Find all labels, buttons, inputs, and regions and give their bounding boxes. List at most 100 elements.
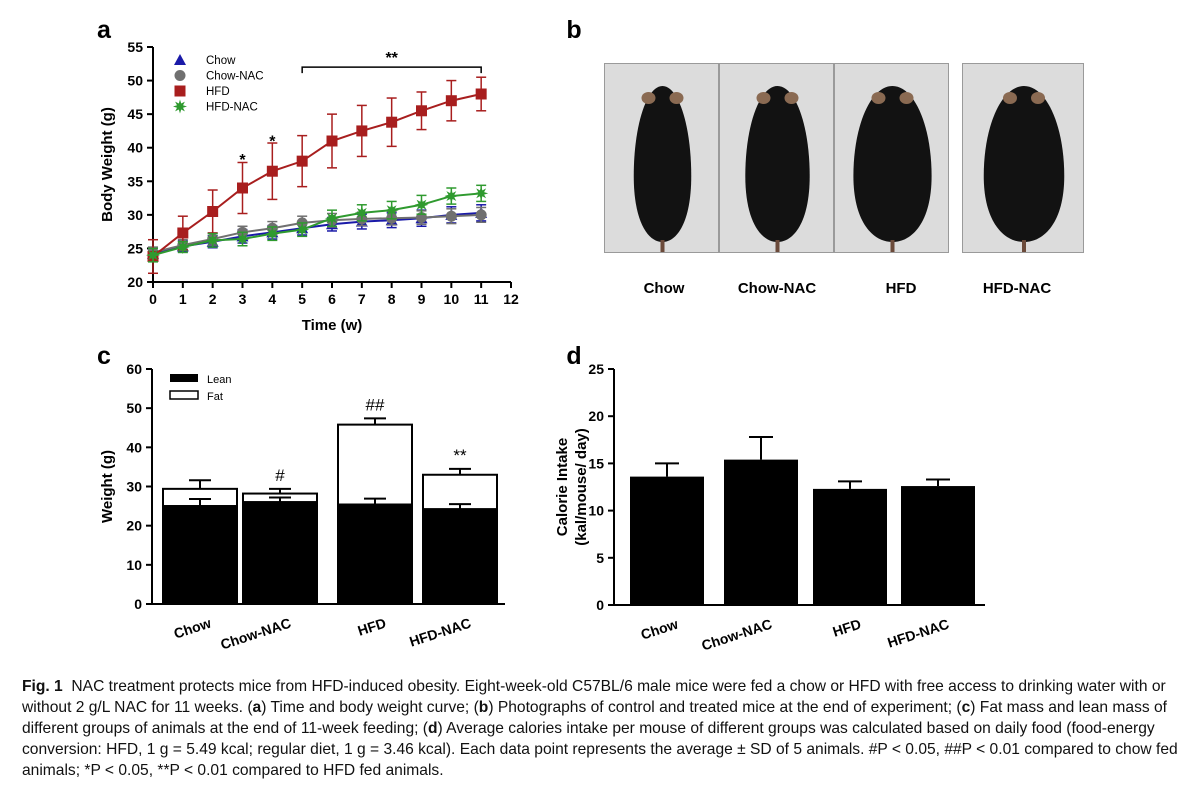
mouse-body: [983, 86, 1065, 242]
panel-a-point: [326, 135, 338, 147]
mouse-tail: [660, 240, 665, 252]
panel-a-x-axis-label: Time (w): [302, 317, 363, 334]
panel-d-bar: [724, 459, 798, 605]
panel-d-bar: [901, 486, 975, 605]
panel-a-point: [207, 206, 219, 217]
mouse-silhouette-icon: [633, 86, 692, 252]
panel-a-point: [386, 116, 398, 128]
panel-a-significance-bracket: [301, 66, 482, 74]
panel-c-bar-lean: [162, 505, 238, 606]
panel-c-y-tick-label: 30: [126, 479, 142, 495]
caption-text-1: Eight-week-old C57BL/6 male mice were fe…: [22, 678, 1166, 716]
panel-c-legend: Lean Fat: [169, 374, 231, 403]
mouse-ear: [784, 92, 799, 104]
panel-a-y-tick-label: 45: [127, 106, 143, 122]
panel-d-y-tick-label: 15: [588, 455, 604, 471]
panel-c-significance-mark: ##: [366, 395, 385, 414]
panel-a-significance-mark: *: [239, 152, 246, 169]
panel-d-y-tick-label: 20: [588, 408, 604, 424]
photo-label-hfd: HFD: [885, 280, 917, 297]
panel-d-y-tick-label: 25: [588, 361, 604, 377]
panel-a-point: [354, 205, 369, 220]
panel-a-x-tick-label: 6: [328, 291, 336, 307]
panel-a-legend-label: HFD-NAC: [206, 102, 258, 114]
panel-a-point: [356, 125, 368, 137]
caption-title: NAC treatment protects mice from HFD-ind…: [71, 678, 461, 695]
panel-c-category-label: HFD: [356, 615, 388, 639]
mouse-ear: [669, 92, 684, 104]
panel-label-b: b: [566, 16, 581, 44]
panel-a-x-tick-label: 4: [268, 291, 276, 307]
panel-c-bar-lean: [422, 508, 498, 606]
panel-a-legend-label: HFD: [206, 86, 230, 98]
panel-c-y-tick-label: 10: [126, 557, 142, 573]
caption-ref-d: d: [427, 720, 438, 737]
panel-c-legend-swatch-lean: [170, 374, 198, 382]
panel-c-category-label: HFD-NAC: [407, 615, 473, 650]
panel-a-x-tick-label: 10: [444, 291, 460, 307]
panel-a-point: [325, 211, 339, 226]
panel-d-category-label: HFD-NAC: [885, 616, 951, 651]
panel-c-y-tick-label: 0: [134, 596, 142, 612]
figure-caption: Fig. 1 NAC treatment protects mice from …: [22, 676, 1182, 781]
panel-a-point: [445, 210, 457, 222]
panel-a-point: [265, 226, 280, 241]
panel-c-y-tick-label: 40: [126, 439, 142, 455]
panel-a-x-tick-label: 2: [209, 291, 217, 307]
panel-a-legend-label: Chow: [206, 55, 236, 67]
mouse-body: [853, 86, 932, 242]
panel-d-category-label: Chow-NAC: [699, 616, 773, 654]
mouse-ear: [1003, 92, 1017, 104]
mouse-body: [745, 86, 810, 242]
panel-a-y-tick-label: 30: [127, 207, 143, 223]
panel-a-point: [475, 88, 487, 100]
panel-a-point: [475, 209, 487, 221]
mouse-ear: [641, 92, 656, 104]
photo-label-chow: Chow: [643, 280, 685, 297]
panel-a-point: [384, 203, 399, 218]
panel-a-point: [266, 165, 278, 177]
panel-d-category-label: HFD: [831, 616, 863, 640]
panel-a-x-tick-label: 3: [239, 291, 247, 307]
mouse-photo-hfd-nac: [962, 63, 1084, 253]
photo-label-hfd-nac: HFD-NAC: [982, 280, 1052, 297]
panel-a-legend: Chow Chow-NAC HFD HFD-NAC: [173, 54, 264, 114]
panel-a-legend-marker: [174, 70, 186, 81]
caption-text-4: ) Fat mass and lean mass of different gr…: [22, 699, 1168, 737]
mouse-tail: [775, 240, 780, 252]
mouse-ear: [899, 92, 914, 104]
panel-a-x-tick-label: 1: [179, 291, 187, 307]
panel-c-bar-lean: [337, 503, 413, 605]
panel-a-y-tick-label: 25: [127, 240, 143, 256]
panel-a-significance-mark: **: [385, 50, 398, 67]
caption-ref-a: a: [252, 699, 262, 716]
panel-a-point: [295, 222, 310, 237]
panel-c-y-axis-label: Weight (g): [99, 450, 116, 523]
panel-c-significance-mark: #: [275, 466, 285, 485]
panel-a-x-tick-label: 8: [388, 291, 396, 307]
panel-a-y-tick-label: 40: [127, 140, 143, 156]
panel-a-series-hfd-nac: [146, 184, 489, 263]
photo-label-chow-nac: Chow-NAC: [737, 280, 817, 297]
mouse-silhouette-icon: [983, 86, 1065, 252]
mouse-photo-hfd: [834, 63, 949, 253]
mouse-ear: [871, 92, 886, 104]
panel-d-y-tick-label: 5: [596, 550, 604, 566]
panel-a-legend-label: Chow-NAC: [206, 71, 264, 83]
panel-c-y-tick-label: 60: [126, 361, 142, 377]
panel-a-x-tick-label: 7: [358, 291, 366, 307]
panel-a-x-tick-label: 9: [418, 291, 426, 307]
panel-a-point: [296, 155, 308, 167]
mouse-tail: [1022, 240, 1026, 252]
panel-c-bar-lean: [242, 501, 318, 605]
caption-text-3: ) Photographs of control and treated mic…: [488, 699, 962, 716]
panel-d-y-tick-label: 0: [596, 597, 604, 613]
panel-c-legend-label: Fat: [207, 391, 223, 403]
panel-a-point: [235, 232, 250, 246]
mouse-ear: [756, 92, 771, 104]
caption-text-5: ) Average calories intake per mouse of d…: [22, 720, 1178, 779]
panel-a-y-axis-label: Body Weight (g): [99, 107, 116, 222]
mouse-body: [633, 86, 692, 242]
mouse-tail: [890, 240, 895, 252]
